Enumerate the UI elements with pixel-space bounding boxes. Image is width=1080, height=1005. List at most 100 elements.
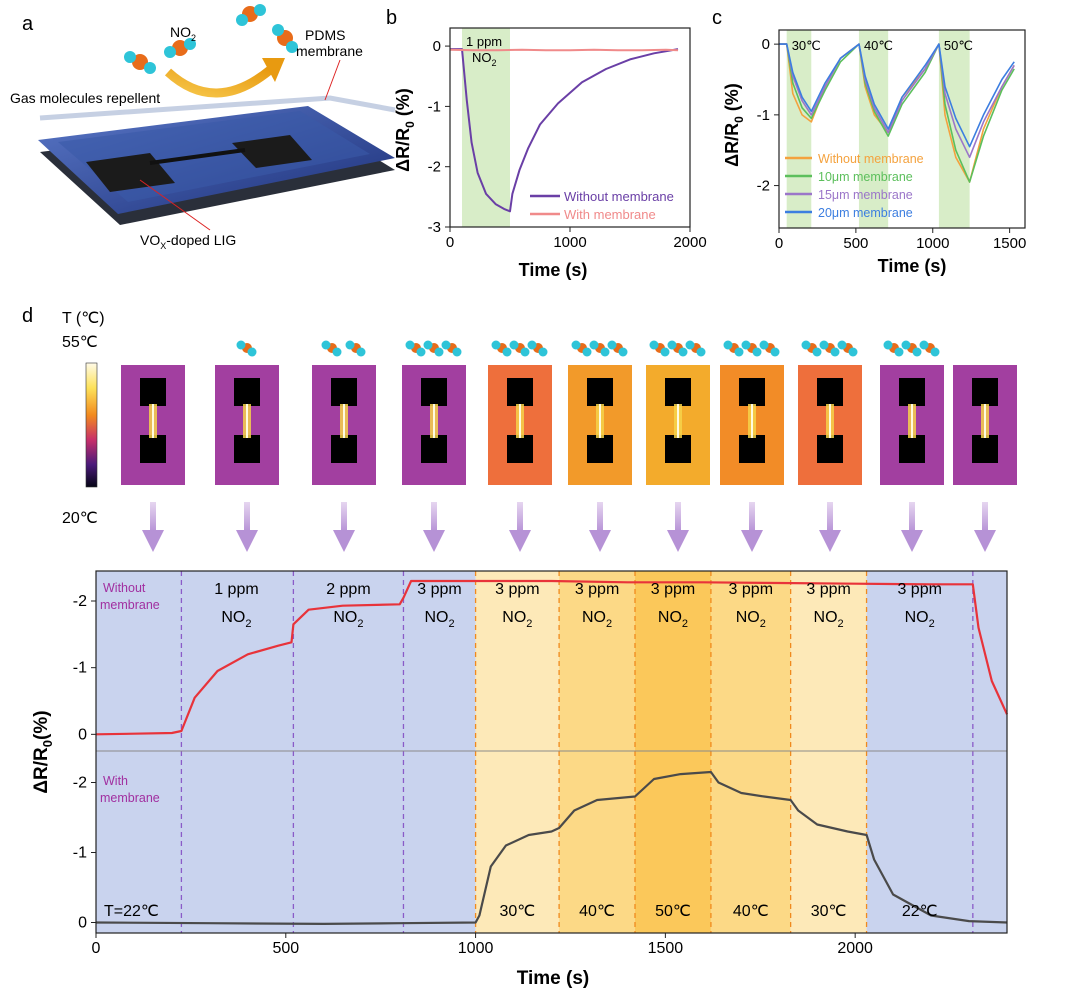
d-label-without-2: membrane [100,598,160,612]
down-arrow-icon [741,502,763,552]
b-band-label-1: 1 ppm [466,34,502,49]
thermal-scale-max: 55℃ [62,334,98,351]
down-arrow-icon [236,502,258,552]
d-temp-label-5: 22℃ [902,903,938,920]
b-legend-without: Without membrane [564,189,674,204]
d-label-with-2: membrane [100,791,160,805]
c-series-3 [779,43,1015,148]
b-ytick-label-1: -1 [428,98,441,115]
svg-text:NO2: NO2 [170,24,196,43]
no2-molecule-icon [685,340,706,357]
pdms-label-1: PDMS [305,27,345,43]
down-arrow-icon [142,502,164,552]
b-series-1 [449,48,679,52]
d-conc-label-3: 3 ppm [495,581,539,598]
d-phase-2 [559,571,636,933]
d-top-ytick-label-1: -1 [73,660,87,677]
no2-molecule-icon [509,340,530,357]
down-arrow-icon [974,502,996,552]
d-dividers [180,571,974,933]
d-xtick-label-3: 1500 [648,940,684,957]
c-series-1 [779,43,1015,183]
c-xlabel: Time (s) [878,256,947,276]
thermal-tile-2 [312,340,376,485]
d-conc-label-1: 2 ppm [326,581,370,598]
thermal-hot-core [911,404,913,438]
c-xtick-label-2: 1000 [916,235,949,252]
thermal-electrode-bottom [507,435,533,463]
thermal-electrode-bottom [140,435,166,463]
thermal-electrode-top [140,378,166,406]
thermal-electrode-bottom [331,435,357,463]
d-temp-label-3: 40℃ [733,903,769,920]
no2-molecule-icon [759,340,780,357]
lig-channel [149,148,246,165]
down-arrow-icon [333,502,355,552]
panel-b: b 1 ppm NO2 0 1000 2000 0 -1 -2 -3 Without mem… [386,7,707,280]
d-top-ytick-label-0: 0 [78,726,87,743]
thermal-tile-8 [798,340,862,485]
svg-text:NO2: NO2 [472,50,497,68]
d-xtick-label-1: 500 [272,940,299,957]
panel-label-a: a [22,13,34,35]
no2-molecule-icon [491,340,512,357]
thermal-electrode-top [331,378,357,406]
b-ytick-label-0: 0 [433,38,441,55]
d-start-temp: T=22℃ [104,903,159,920]
c-band-2 [938,30,970,228]
thermal-electrode-top [234,378,260,406]
panel-d-chart: 0 -1 -2 0 -1 -2 0 500 1000 1500 2000 1 ppm NO2 2 ppm… [31,570,1009,989]
c-xtick-label-0: 0 [775,235,783,252]
thermal-electrode-top [817,378,843,406]
down-arrows [142,502,996,552]
no2-molecule-icon [321,340,342,357]
b-legend-with: With membrane [564,207,656,222]
no2-molecule-icon [723,340,744,357]
svg-text:ΔR/R0 (%): ΔR/R0 (%) [722,83,746,167]
b-ytick-label-3: -3 [428,219,441,236]
no2-molecule-icon [571,340,592,357]
d-conc-label-4: 3 ppm [575,581,619,598]
c-plot-area: 0 500 1000 1500 0 -1 -2 [757,36,1027,252]
svg-text:ΔR/R0 (%): ΔR/R0 (%) [393,88,417,172]
d-phase-5 [790,571,867,933]
d-phase-6 [866,571,1007,933]
c-ytick-label-0: 0 [762,36,770,53]
b-ylabel: ΔR/R [393,128,413,172]
d-bottom-ytick-label-1: -1 [73,845,87,862]
panel-label-d: d [22,305,33,327]
panel-label-c: c [712,7,722,29]
d-phase-4 [710,571,791,933]
thermal-tile-5 [568,340,632,485]
thermal-tiles [121,340,1017,485]
c-band-label-0: 30℃ [792,38,821,53]
c-band-1 [858,30,889,228]
thermal-tile-9 [880,340,944,485]
b-axes-frame [449,27,691,228]
c-ytick-label-2: -2 [757,178,770,195]
thermal-tile-3 [402,340,466,485]
thermal-electrode-top [507,378,533,406]
b-xtick-label-1: 1000 [553,234,586,251]
c-legend-2: 15μm membrane [818,188,913,202]
thermal-electrode-bottom [817,435,843,463]
d-temp-label-4: 30℃ [811,903,847,920]
no2-molecule-icon [901,340,922,357]
c-legend: Without membrane 10μm membrane 15μm memb… [785,152,924,220]
electrode-right [232,135,312,168]
thermal-electrode-top [665,378,691,406]
down-arrow-icon [901,502,923,552]
thermal-hot-core [599,404,601,438]
pdms-label-2: membrane [296,43,363,59]
thermal-hot-core [677,404,679,438]
b-ytick-label-2: -2 [428,159,441,176]
c-legend-3: 20μm membrane [818,206,913,220]
d-conc-gas-8: NO2 [905,609,935,630]
c-ytick-label-1: -1 [757,107,770,124]
membrane-edge [39,95,396,121]
down-arrow-icon [589,502,611,552]
d-label-with-1: With [103,774,128,788]
no2-molecule-icon [345,340,366,357]
no2-molecule-icon [667,340,688,357]
thermal-hot-core [519,404,521,438]
